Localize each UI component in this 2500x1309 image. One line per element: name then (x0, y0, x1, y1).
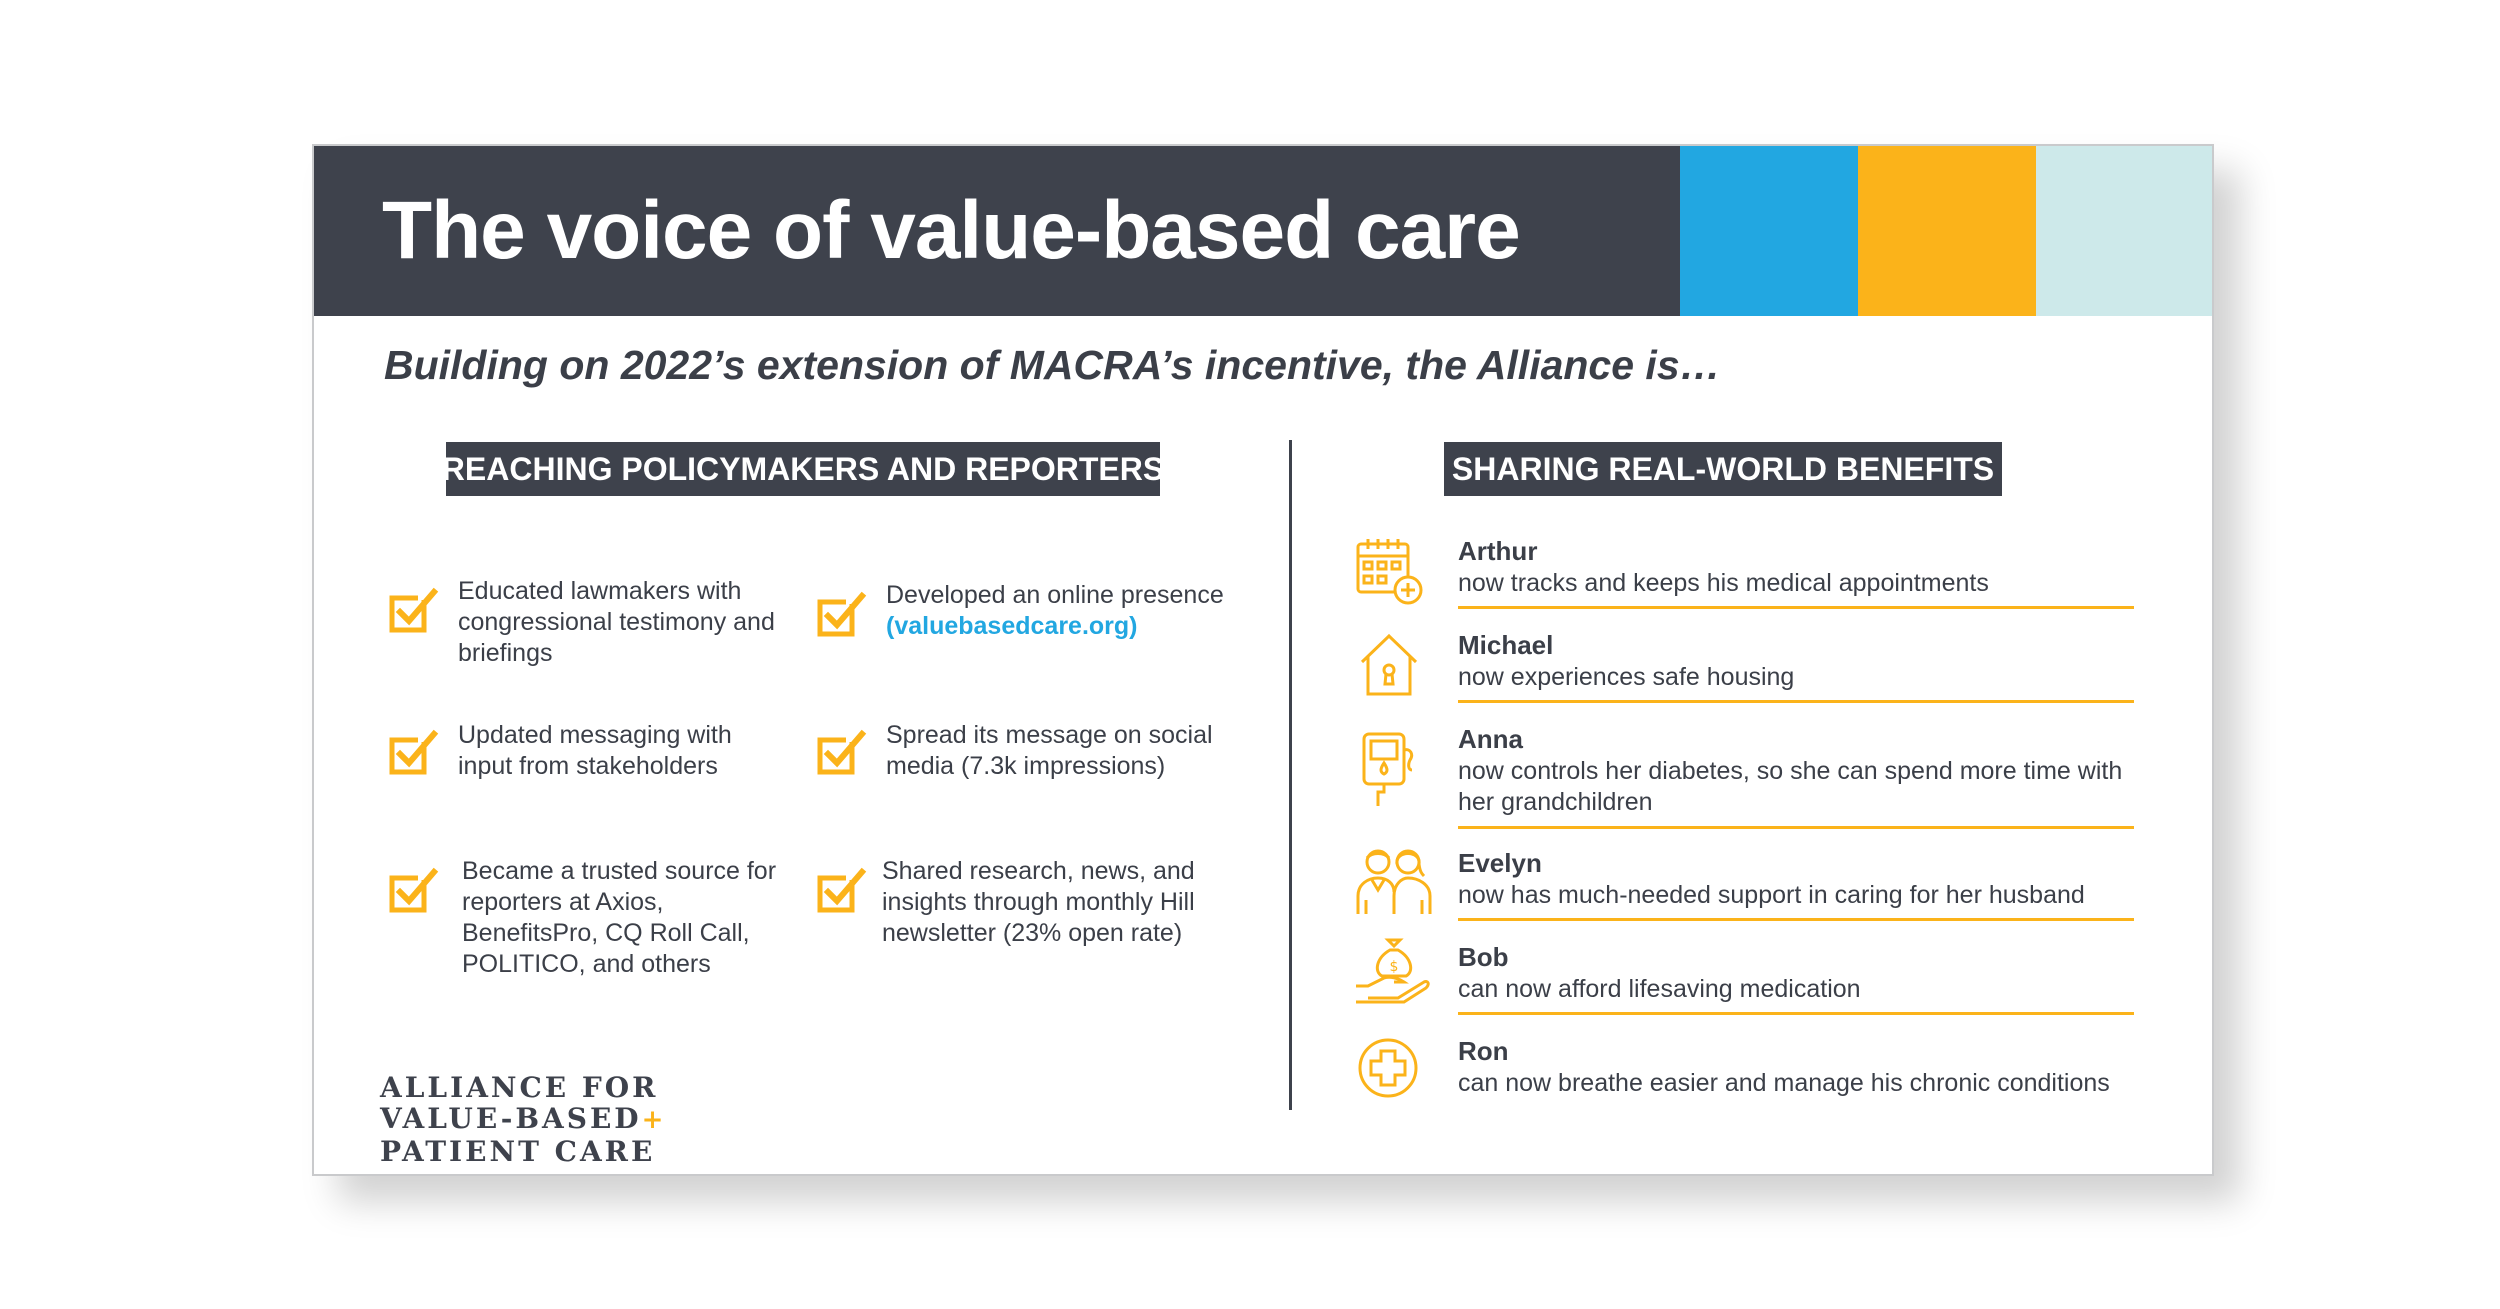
person-description: can now afford lifesaving medication (1458, 975, 1861, 1003)
checkbox-icon (817, 591, 867, 637)
medical-cross-icon (1358, 1038, 1418, 1098)
glucose-meter-icon (1362, 732, 1414, 806)
house-icon (1360, 633, 1418, 696)
hand-money-bag-icon: $ (1356, 938, 1430, 1004)
header-bar: The voice of value-based care (314, 146, 2212, 316)
row-underline (1458, 918, 2134, 921)
checkbox-icon (389, 587, 439, 633)
person-name: Arthur (1458, 536, 1538, 566)
person-name: Bob (1458, 942, 1509, 972)
couple-icon (1356, 849, 1432, 914)
website-link[interactable]: (valuebasedcare.org) (886, 612, 1138, 640)
achievement-text: Shared research, news, and insights thro… (882, 857, 1195, 947)
row-underline (1458, 1012, 2134, 1015)
infographic-card: The voice of value-based care Building o… (312, 144, 2214, 1176)
section-heading-left: REACHING POLICYMAKERS AND REPORTERS (442, 442, 1164, 496)
checkbox-icon (817, 867, 867, 913)
subtitle: Building on 2022’s extension of MACRA’s … (384, 342, 1721, 388)
plus-icon: + (641, 1105, 664, 1135)
achievement-text: Educated lawmakers with congressional te… (458, 577, 775, 667)
checkbox-icon (817, 729, 867, 775)
checkbox-icon (389, 867, 439, 913)
checkbox-icon (389, 729, 439, 775)
row-underline (1458, 826, 2134, 829)
column-divider (1289, 440, 1292, 1110)
section-heading-right: SHARING REAL-WORLD BENEFITS (1444, 442, 2002, 496)
page-title: The voice of value-based care (382, 185, 1521, 276)
achievement-text: Developed an online presence (886, 581, 1224, 609)
person-description: now controls her diabetes, so she can sp… (1458, 757, 2123, 816)
person-name: Evelyn (1458, 848, 1542, 878)
svg-text:$: $ (1390, 959, 1399, 975)
row-underline (1458, 700, 2134, 703)
person-description: now experiences safe housing (1458, 663, 1795, 691)
color-swatch-gold (1858, 146, 2036, 316)
achievement-text: Updated messaging with input from stakeh… (458, 721, 732, 780)
calendar-plus-icon (1356, 539, 1423, 605)
logo-line-2: VALUE-BASED+ (380, 1102, 664, 1135)
person-name: Ron (1458, 1036, 1509, 1066)
color-swatch-blue (1680, 146, 1858, 316)
logo-line-3: PATIENT CARE (380, 1135, 656, 1168)
person-name: Michael (1458, 630, 1554, 660)
person-description: can now breathe easier and manage his ch… (1458, 1069, 2110, 1097)
logo-line-1: ALLIANCE FOR (380, 1071, 659, 1104)
person-description: now has much-needed support in caring fo… (1458, 881, 2085, 909)
color-swatch-mint (2036, 146, 2212, 316)
achievement-text: Became a trusted source for reporters at… (462, 857, 777, 978)
achievement-text: Spread its message on social media (7.3k… (886, 721, 1213, 780)
person-description: now tracks and keeps his medical appoint… (1458, 569, 1989, 597)
row-underline (1458, 606, 2134, 609)
organization-logo: ALLIANCE FOR VALUE-BASED+ PATIENT CARE (380, 1072, 663, 1167)
person-name: Anna (1458, 724, 1523, 754)
